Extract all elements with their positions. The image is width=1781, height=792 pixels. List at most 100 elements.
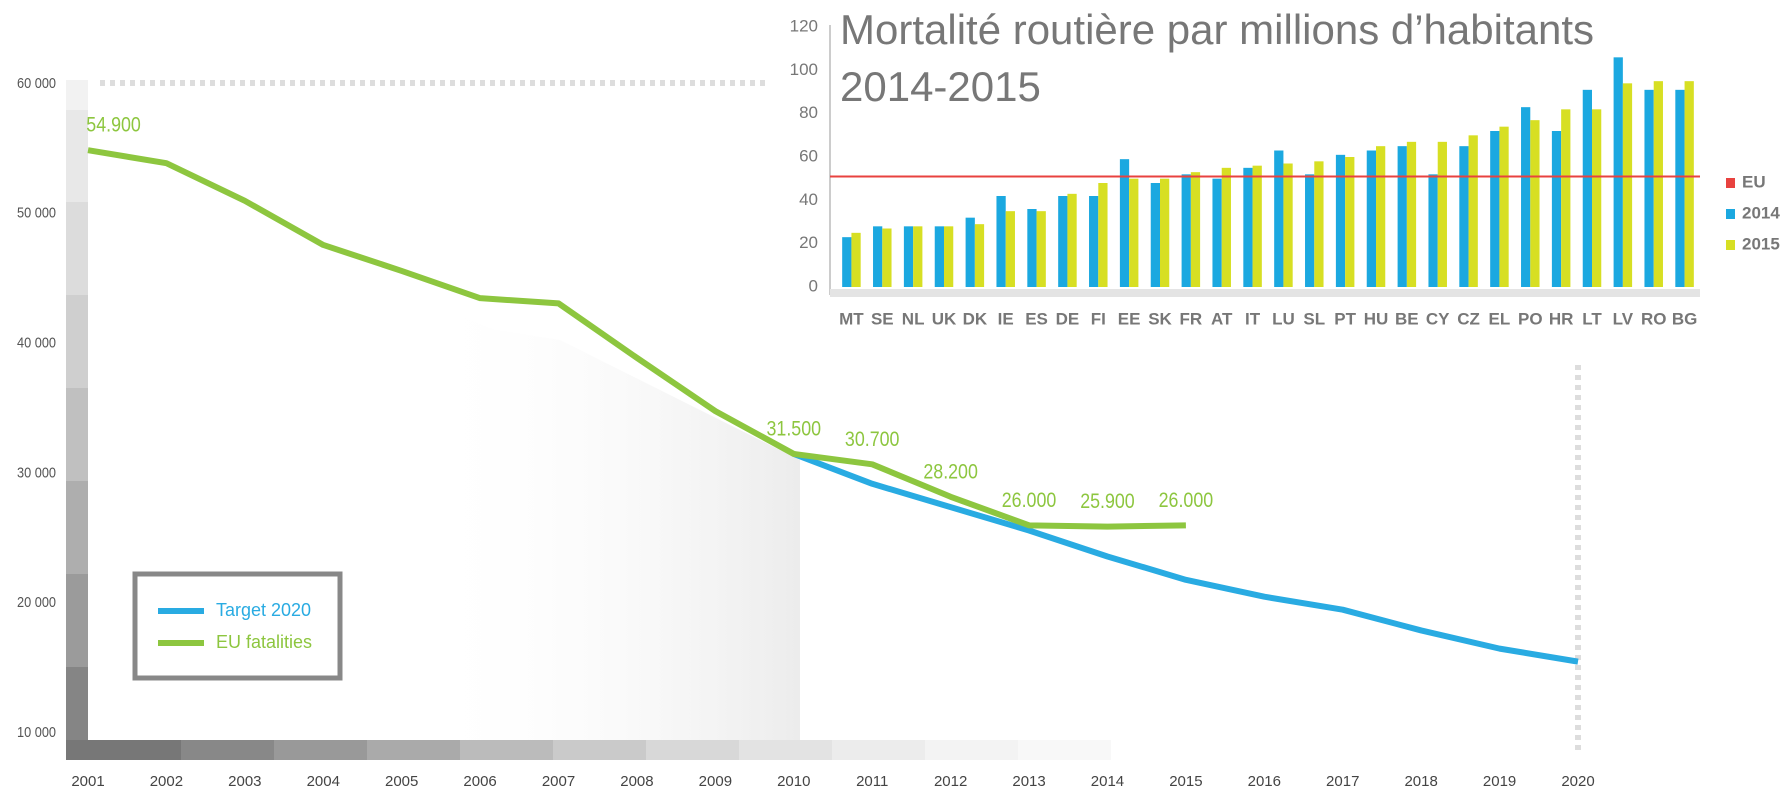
x-tick-label: NL — [902, 309, 925, 328]
x-tick-label: IT — [1245, 309, 1261, 328]
x-tick-label: 2007 — [542, 773, 575, 790]
x-tick-label: 2012 — [934, 773, 967, 790]
y-tick-label: 40 000 — [17, 334, 56, 351]
x-tick-label: 2020 — [1561, 773, 1594, 790]
bar — [1397, 146, 1407, 287]
legend-label: EU — [1742, 172, 1766, 191]
bar — [1005, 211, 1015, 287]
bar — [873, 226, 883, 287]
bar — [1582, 89, 1592, 287]
y-tick-label: 10 000 — [17, 723, 56, 740]
bar — [1274, 150, 1284, 287]
x-tick-label: HU — [1364, 309, 1389, 328]
axis-band — [830, 289, 1700, 297]
x-tick-label: HR — [1549, 309, 1574, 328]
line — [87, 147, 1186, 530]
x-tick-label: BG — [1672, 309, 1698, 328]
bar — [1499, 126, 1509, 288]
bar — [913, 226, 923, 287]
data-label: 31.500 — [767, 417, 822, 441]
legend-label: Target 2020 — [216, 600, 311, 620]
x-tick-label: CY — [1426, 309, 1450, 328]
data-label: 28.200 — [923, 460, 978, 484]
x-tick-label: 2002 — [150, 773, 183, 790]
bar — [934, 226, 944, 287]
bottom-strip — [66, 740, 1111, 760]
left-strip — [66, 80, 88, 760]
data-label: 30.700 — [845, 428, 900, 452]
bar — [903, 226, 914, 287]
x-tick-label: DK — [963, 309, 988, 328]
legend-label: 2014 — [1742, 203, 1780, 222]
bar — [1314, 161, 1324, 287]
bar — [1058, 196, 1068, 287]
bar — [1428, 174, 1438, 287]
data-label: 26.000 — [1002, 489, 1057, 513]
x-tick-label: ES — [1025, 309, 1048, 328]
x-tick-label: LV — [1613, 309, 1634, 328]
line — [792, 451, 1579, 665]
x-tick-label: RO — [1641, 309, 1667, 328]
legend-swatch — [1726, 240, 1735, 250]
bar — [1036, 211, 1046, 287]
x-tick-label: BE — [1395, 309, 1419, 328]
bar — [1551, 131, 1562, 287]
y-tick-label: 80 — [799, 103, 818, 122]
x-tick-label: 2018 — [1404, 773, 1437, 790]
legend-label: EU fatalities — [216, 632, 312, 652]
bar — [1212, 178, 1222, 287]
x-tick-label: 2008 — [620, 773, 653, 790]
bar — [1243, 167, 1253, 287]
bar — [851, 232, 861, 287]
bar — [1027, 209, 1037, 287]
bar — [1305, 174, 1315, 287]
x-tick-label: MT — [839, 309, 864, 328]
x-tick-label: 2019 — [1483, 773, 1516, 790]
x-tick-label: FR — [1180, 309, 1203, 328]
y-tick-label: 120 — [790, 16, 818, 35]
bar — [1459, 146, 1469, 287]
x-tick-label: CZ — [1457, 309, 1480, 328]
bar — [1406, 141, 1417, 287]
x-tick-label: PO — [1518, 309, 1543, 328]
x-tick-label: FI — [1091, 309, 1106, 328]
data-label: 54.900 — [86, 113, 141, 137]
legend — [132, 571, 343, 681]
y-tick-label: 60 000 — [17, 74, 56, 91]
bar — [965, 217, 975, 287]
data-label: 26.000 — [1159, 489, 1214, 513]
x-tick-label: 2004 — [307, 773, 340, 790]
x-tick-label: 2005 — [385, 773, 418, 790]
bar — [1190, 172, 1201, 287]
bar — [944, 226, 954, 287]
bar — [1345, 157, 1355, 287]
x-tick-label: 2001 — [71, 773, 104, 790]
x-tick-label: EE — [1118, 309, 1141, 328]
bar — [1592, 109, 1602, 287]
x-tick-label: EL — [1489, 309, 1511, 328]
bar — [1283, 163, 1293, 287]
bar — [882, 228, 892, 287]
chart-title: Mortalité routière par millions d’habita… — [840, 6, 1594, 53]
x-tick-label: SK — [1148, 309, 1172, 328]
bar — [1160, 178, 1170, 287]
y-tick-label: 20 — [799, 233, 818, 252]
bar — [1561, 109, 1571, 287]
bar — [1613, 57, 1623, 288]
x-tick-label: 2014 — [1091, 773, 1124, 790]
bar — [1622, 83, 1633, 287]
x-tick-label: 2015 — [1169, 773, 1202, 790]
bar — [1119, 159, 1130, 287]
bar — [1150, 183, 1160, 287]
y-tick-label: 40 — [799, 190, 818, 209]
bar — [1468, 135, 1478, 287]
bar — [1366, 150, 1376, 287]
x-tick-label: SL — [1303, 309, 1325, 328]
x-tick-label: 2011 — [856, 773, 888, 790]
bar — [1376, 146, 1386, 287]
x-tick-label: 2017 — [1326, 773, 1359, 790]
bar — [1089, 196, 1099, 287]
bar — [1644, 89, 1654, 287]
bar — [1521, 107, 1531, 288]
